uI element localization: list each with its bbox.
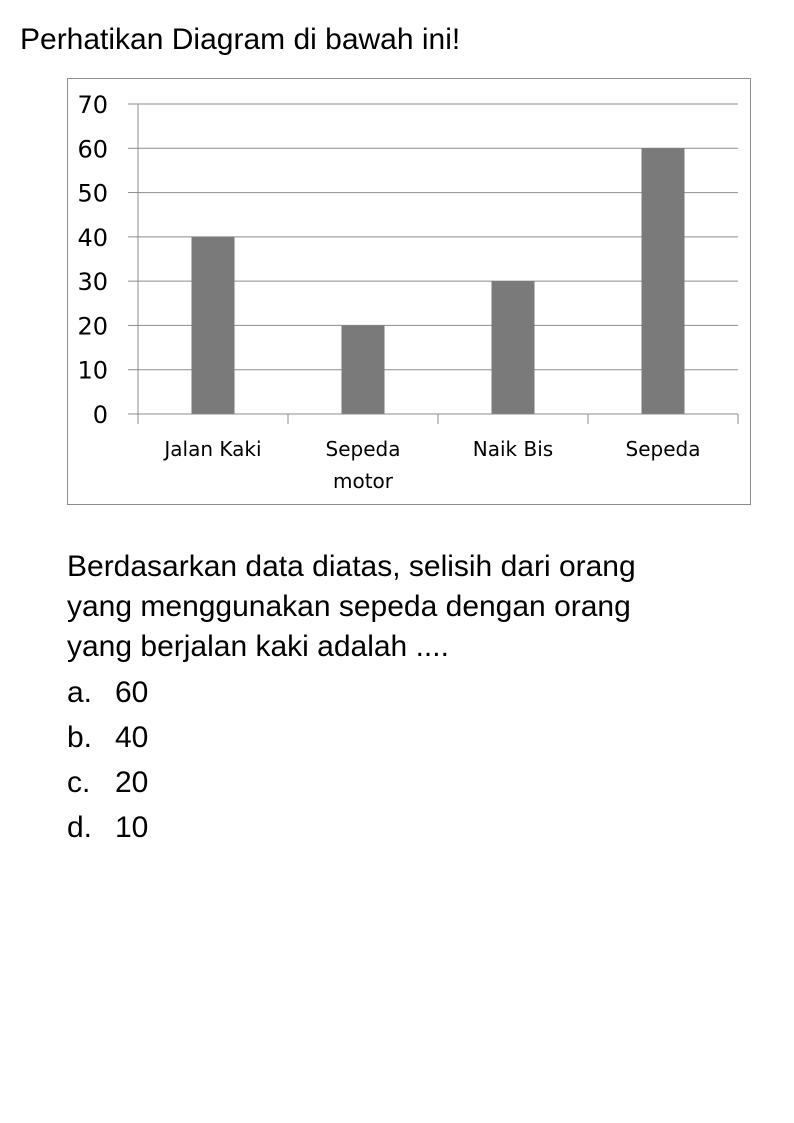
x-tick-label: Sepeda [626,437,701,461]
y-tick-label: 50 [77,180,108,208]
y-tick-label: 0 [93,401,108,429]
option-letter: a. [67,676,93,709]
y-tick-label: 20 [77,312,108,340]
answer-options: a. 60 b. 40 c. 20 d. 10 [67,670,148,850]
y-tick-label: 30 [77,268,108,296]
option-c[interactable]: c. 20 [67,760,148,805]
option-letter: c. [67,766,91,799]
option-d[interactable]: d. 10 [67,805,148,850]
question-text: Berdasarkan data diatas, selisih dari or… [67,547,767,667]
gridlines [128,103,738,415]
y-tick-label: 40 [77,224,108,252]
axes [137,104,739,424]
option-letter: b. [67,721,93,754]
option-letter: d. [67,811,93,844]
question-line: yang berjalan kaki adalah .... [67,630,449,663]
question-line: yang menggunakan sepeda dengan orang [67,590,631,623]
y-tick-labels: 0 10 20 30 40 50 60 70 [77,91,108,429]
option-a[interactable]: a. 60 [67,670,148,715]
question-line: Berdasarkan data diatas, selisih dari or… [67,550,636,583]
y-tick-label: 10 [77,357,108,385]
x-tick-label: motor [333,469,394,493]
x-tick-labels: Jalan Kaki Sepeda motor Naik Bis Sepeda [162,437,700,493]
x-tick-label: Sepeda [326,437,401,461]
bar [491,281,535,414]
option-text: 20 [115,766,149,799]
bar [641,148,685,414]
option-b[interactable]: b. 40 [67,715,148,760]
page-heading: Perhatikan Diagram di bawah ini! [20,23,461,56]
bar [341,325,385,414]
option-text: 60 [115,676,149,709]
y-tick-label: 60 [77,135,108,163]
bar-chart-svg: 0 10 20 30 40 50 60 70 Jalan Kaki Sepeda motor Nai… [77,91,739,493]
option-text: 40 [115,721,149,754]
option-text: 10 [115,811,149,844]
x-tick-label: Jalan Kaki [162,437,261,461]
x-tick-label: Naik Bis [473,437,553,461]
bar [191,236,235,414]
bars [191,148,685,414]
bar-chart: 0 10 20 30 40 50 60 70 Jalan Kaki Sepeda motor Nai… [67,78,751,505]
y-tick-label: 70 [77,91,108,119]
